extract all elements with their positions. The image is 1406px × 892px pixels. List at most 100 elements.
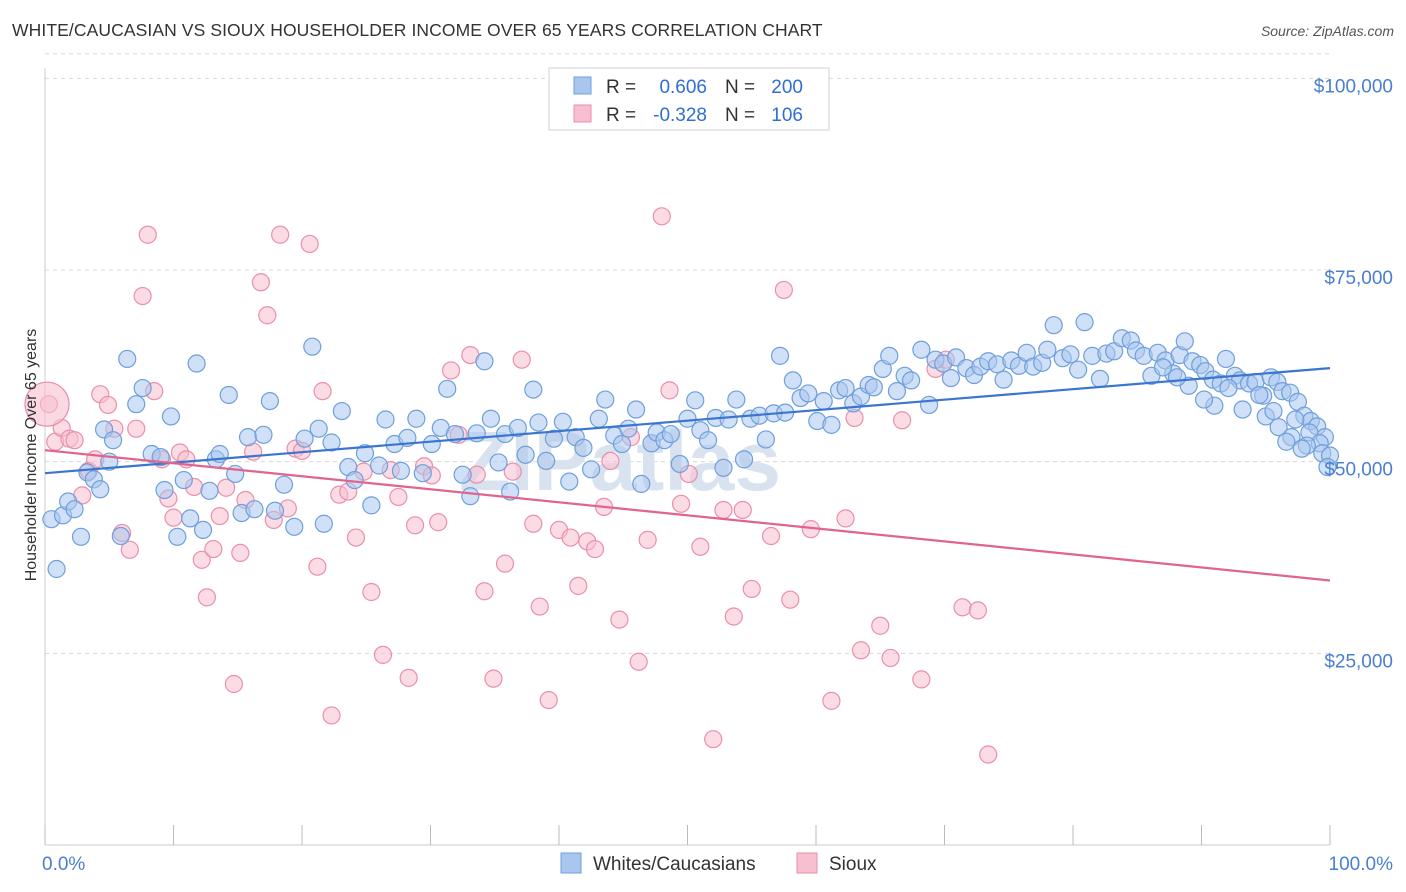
chart-source: Source: ZipAtlas.com <box>1260 23 1394 39</box>
legend-r-label: R = <box>606 77 636 98</box>
data-point <box>1233 400 1252 419</box>
data-point <box>258 306 277 325</box>
data-point <box>422 434 441 454</box>
data-point <box>274 475 294 494</box>
legend: R = 0.606 N = 200 R = -0.328 N = 106 <box>548 67 830 131</box>
data-point <box>941 369 961 388</box>
data-point <box>322 433 341 452</box>
data-point <box>539 690 558 710</box>
data-point <box>475 582 494 601</box>
data-point <box>719 410 738 429</box>
data-point <box>727 390 746 409</box>
data-point <box>901 371 921 390</box>
y-tick-labels: $25,000 $50,000 $75,000 $100,000 <box>1314 76 1393 672</box>
bottom-legend-swatch <box>560 852 582 874</box>
data-point <box>138 225 157 244</box>
data-point <box>346 528 366 547</box>
bottom-legend-label: Sioux <box>829 854 877 875</box>
legend-r-label: R = <box>606 105 636 126</box>
data-point <box>799 384 818 403</box>
data-point <box>285 517 304 536</box>
data-point <box>461 487 480 506</box>
data-point <box>516 445 535 464</box>
data-point <box>742 579 761 599</box>
data-point <box>1269 418 1288 437</box>
data-point <box>1250 385 1269 405</box>
data-point <box>851 641 871 660</box>
data-point <box>309 419 328 438</box>
y-tick-label: $100,000 <box>1314 76 1393 97</box>
data-point <box>155 480 174 500</box>
data-point <box>1069 360 1088 379</box>
data-point <box>120 540 139 559</box>
bottom-legend: Whites/Caucasians Sioux <box>560 852 877 875</box>
data-point <box>407 409 426 428</box>
data-point <box>413 464 432 483</box>
data-point <box>1090 369 1110 388</box>
data-point <box>373 645 393 664</box>
data-point <box>481 409 500 428</box>
data-point <box>65 500 84 519</box>
data-point <box>589 409 608 428</box>
data-point <box>495 554 515 573</box>
legend-swatch <box>573 76 592 95</box>
data-point <box>512 350 531 369</box>
data-point <box>761 526 781 546</box>
data-point <box>389 487 408 507</box>
data-point <box>619 419 638 438</box>
data-point <box>610 610 629 629</box>
data-point <box>652 207 671 226</box>
data-point <box>1061 345 1080 364</box>
data-point <box>814 392 833 411</box>
data-point <box>1318 457 1337 477</box>
data-point <box>561 528 580 547</box>
data-point <box>678 409 697 428</box>
y-axis-title: Householder Income Over 65 years <box>23 329 40 582</box>
data-point <box>295 429 314 448</box>
data-point <box>691 537 710 556</box>
data-point <box>231 543 250 563</box>
legend-n-label: N = <box>725 105 755 126</box>
data-point <box>438 379 457 398</box>
data-point <box>585 539 605 559</box>
data-point <box>164 508 183 527</box>
data-point <box>453 465 472 484</box>
data-point <box>429 513 448 532</box>
data-point <box>314 514 333 533</box>
data-point <box>322 706 341 725</box>
data-point <box>224 674 243 694</box>
legend-box <box>548 67 830 131</box>
data-point <box>660 381 679 400</box>
data-point <box>245 500 264 519</box>
data-point <box>210 506 229 526</box>
data-point <box>47 559 66 579</box>
x-tick-label: 100.0% <box>1329 854 1394 875</box>
x-tick-labels: 0.0% 100.0% <box>42 854 1393 875</box>
data-point <box>774 280 793 300</box>
data-point <box>524 380 543 399</box>
white-caucasian-points <box>42 313 1340 579</box>
data-point <box>71 527 91 546</box>
data-point <box>1277 432 1296 451</box>
data-point <box>1153 358 1173 377</box>
data-point <box>200 481 219 500</box>
data-point <box>714 500 733 520</box>
data-point <box>161 407 181 426</box>
data-point <box>530 597 549 616</box>
data-point <box>104 431 123 450</box>
data-point <box>355 444 375 463</box>
data-point <box>127 419 146 438</box>
data-point <box>560 472 579 491</box>
data-point <box>181 509 200 528</box>
data-point <box>661 424 680 444</box>
data-point <box>733 500 752 520</box>
data-point <box>698 431 718 450</box>
data-point <box>953 598 972 617</box>
data-point <box>529 413 548 432</box>
data-point <box>197 588 217 607</box>
data-point <box>537 451 556 470</box>
data-point <box>574 438 593 457</box>
data-point <box>1167 368 1187 387</box>
data-point <box>111 526 130 546</box>
